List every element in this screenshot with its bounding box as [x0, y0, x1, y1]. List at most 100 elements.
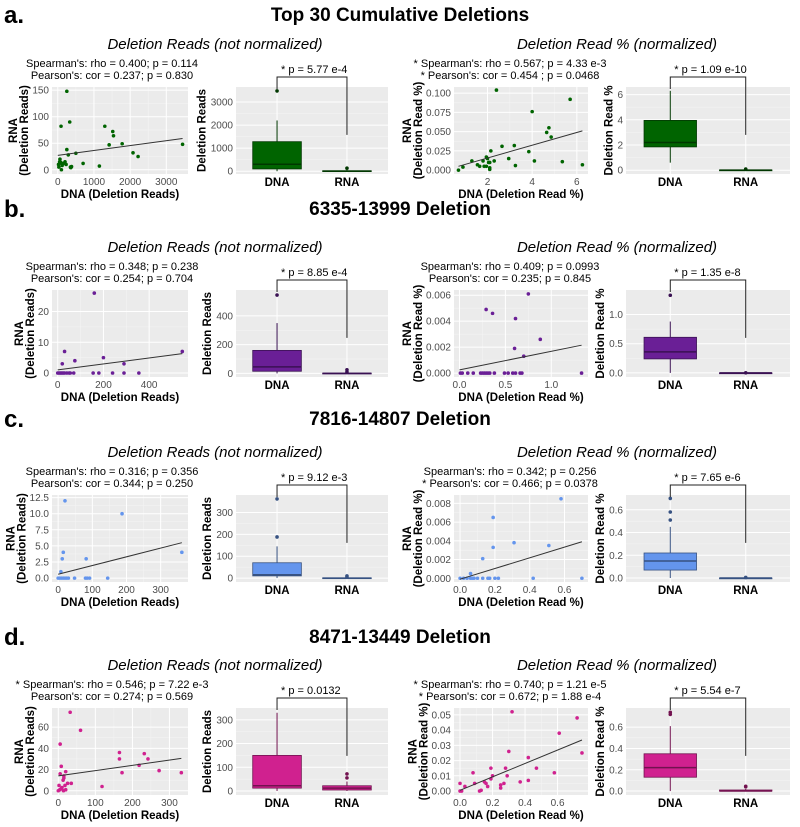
- data-point: [120, 141, 124, 146]
- box-dna: [643, 710, 697, 792]
- data-point: [498, 783, 503, 787]
- data-point: [479, 788, 483, 793]
- data-point: [496, 576, 501, 581]
- data-point: [492, 371, 497, 375]
- data-point: [580, 751, 584, 755]
- plot-panel: [626, 290, 790, 377]
- data-point: [63, 769, 68, 774]
- data-point: [62, 776, 66, 780]
- correlation-stat: Spearman's: rho = 0.342; p = 0.256: [424, 466, 597, 478]
- data-point: [552, 770, 557, 775]
- box-plot: 0 1000 2000 3000 DNA RNA * p = 5.77 e-4 Deletio…: [197, 64, 388, 189]
- data-point: [105, 576, 110, 580]
- bracket-line: [669, 279, 747, 338]
- y-tick-label: 100: [216, 763, 233, 774]
- row-title: Top 30 Cumulative Deletions: [271, 5, 529, 26]
- y-tick-label: 0: [43, 369, 49, 380]
- data-point: [97, 164, 102, 168]
- y-tick-label: 12.5: [30, 493, 50, 504]
- y-tick-label: 0.0: [609, 368, 623, 379]
- y-tick-label: 0.000: [426, 166, 451, 177]
- outlier-point: [275, 535, 279, 539]
- x-tick-label: 0: [55, 177, 61, 188]
- correlation-stat: Pearson's: cor = 0.344; p = 0.250: [31, 478, 193, 490]
- x-axis-label: DNA (Deletion Read %): [458, 392, 584, 404]
- box-rna: [322, 368, 372, 375]
- y-tick-label: 0.4: [609, 528, 623, 539]
- row-d: d. 8471-13449 Deletion Deletion Reads (not…: [4, 624, 790, 822]
- bracket-line: [276, 76, 348, 135]
- box-rna: [719, 167, 773, 172]
- data-point: [59, 167, 64, 172]
- data-point: [532, 159, 537, 163]
- data-point: [122, 371, 126, 375]
- box-rna: [322, 772, 372, 791]
- y-tick-label: 0.050: [426, 127, 451, 138]
- panel-subtitle: Deletion Reads (not normalized): [107, 444, 322, 461]
- y-tick-label: 1000: [211, 144, 234, 155]
- box-dna: [252, 293, 302, 374]
- y-axis-label: (Deletion Reads): [19, 85, 31, 176]
- y-axis-label: RNA: [402, 321, 414, 346]
- box-rna: [719, 370, 773, 375]
- y-tick-label: 0.004: [426, 317, 451, 328]
- y-axis-label: Deletion Reads: [202, 497, 214, 580]
- x-tick-label: 0.6: [551, 798, 565, 809]
- box-rna: [322, 574, 372, 580]
- data-point: [68, 710, 72, 715]
- y-tick-label: 2.5: [35, 558, 49, 569]
- data-point: [64, 162, 68, 167]
- y-tick-label: 0.05: [432, 710, 452, 721]
- y-tick-label: 2: [617, 141, 623, 152]
- data-point: [560, 159, 565, 164]
- bracket-line: [669, 697, 747, 756]
- data-point: [103, 124, 107, 129]
- y-tick-label: 200: [216, 739, 233, 750]
- outlier-point: [668, 496, 673, 501]
- y-axis-label: Deletion Read %: [595, 288, 607, 378]
- data-point: [491, 515, 495, 520]
- data-point: [180, 142, 185, 147]
- data-point: [73, 358, 77, 363]
- y-axis-label: Deletion Reads: [197, 89, 209, 172]
- data-point: [468, 571, 473, 576]
- category-label: DNA: [658, 798, 683, 810]
- significance-bracket: * p = 8.85 e-4: [276, 267, 348, 338]
- y-tick-label: 100: [32, 112, 49, 123]
- data-point: [513, 163, 518, 168]
- x-tick-label: 300: [152, 585, 169, 596]
- y-tick-label: 0: [227, 574, 233, 585]
- data-point: [456, 168, 461, 172]
- outlier-point: [743, 784, 748, 789]
- data-point: [507, 749, 511, 754]
- p-value-label: * p = 1.35 e-8: [674, 267, 740, 279]
- correlation-stat: Spearman's: rho = 0.400; p = 0.114: [26, 58, 198, 70]
- box-iqr: [643, 336, 697, 360]
- y-axis-label: RNA: [14, 321, 26, 346]
- x-axis-label: DNA (Deletion Reads): [61, 189, 180, 201]
- data-point: [180, 349, 185, 354]
- x-tick-label: 0: [56, 798, 62, 809]
- data-point: [494, 88, 499, 92]
- y-tick-label: 0.00: [432, 787, 452, 798]
- y-axis-label: RNA: [5, 526, 17, 551]
- y-axis-label: RNA: [8, 118, 20, 143]
- box-plot: 0 100 200 300 DNA RNA * p = 9.12 e-3 Deletion R…: [202, 472, 388, 597]
- data-point: [117, 757, 122, 761]
- p-value-label: * p = 7.65 e-6: [674, 472, 740, 484]
- data-point: [66, 576, 71, 580]
- p-value-label: * p = 0.0132: [281, 685, 341, 697]
- data-point: [472, 576, 476, 581]
- data-point: [505, 774, 509, 778]
- x-tick-label: 6: [574, 177, 580, 188]
- scatter-plot: Spearman's: rho = 0.400; p = 0.114Pearso…: [8, 58, 198, 201]
- trend-line: [459, 344, 582, 371]
- outlier-point: [743, 575, 748, 580]
- outlier-point: [668, 510, 673, 514]
- plot-panel: [52, 495, 188, 582]
- scatter-plot: Spearman's: rho = 0.342; p = 0.256* Pear…: [402, 466, 598, 609]
- category-label: RNA: [733, 585, 758, 597]
- y-tick-label: 100: [216, 552, 233, 563]
- data-point: [460, 371, 465, 375]
- x-axis-label: DNA (Deletion Reads): [61, 392, 180, 404]
